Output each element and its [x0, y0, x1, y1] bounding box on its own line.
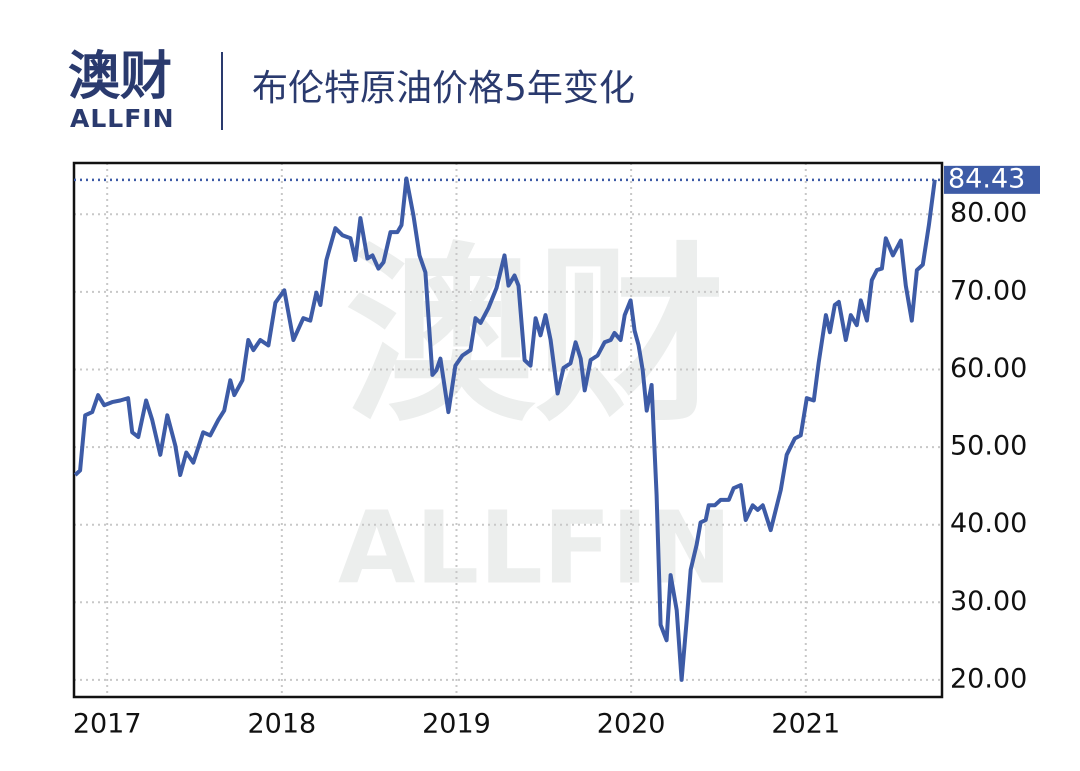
last-value-label: 84.43: [948, 163, 1025, 194]
y-tick-label: 70.00: [950, 275, 1027, 306]
x-tick-label: 2021: [771, 709, 840, 740]
chart-title: 布伦特原油价格5年变化: [252, 68, 635, 109]
plot-frame: [72, 161, 944, 699]
y-tick-label: 30.00: [950, 586, 1027, 617]
x-tick-label: 2018: [247, 709, 316, 740]
x-tick-label: 2020: [597, 709, 666, 740]
watermark: ALLFIN: [338, 489, 732, 606]
last-value-box: [944, 165, 1040, 194]
y-tick-label: 50.00: [950, 431, 1027, 462]
y-tick-label: 20.00: [950, 663, 1027, 694]
y-tick-label: 60.00: [950, 353, 1027, 384]
y-tick-label: 80.00: [950, 198, 1027, 229]
price-line: [73, 176, 937, 682]
y-tick-label: 40.00: [950, 508, 1027, 539]
logo-name: 澳财: [68, 47, 172, 107]
logo-sub: ALLFIN: [70, 104, 175, 133]
x-tick-label: 2017: [73, 709, 142, 740]
x-tick-label: 2019: [422, 709, 491, 740]
